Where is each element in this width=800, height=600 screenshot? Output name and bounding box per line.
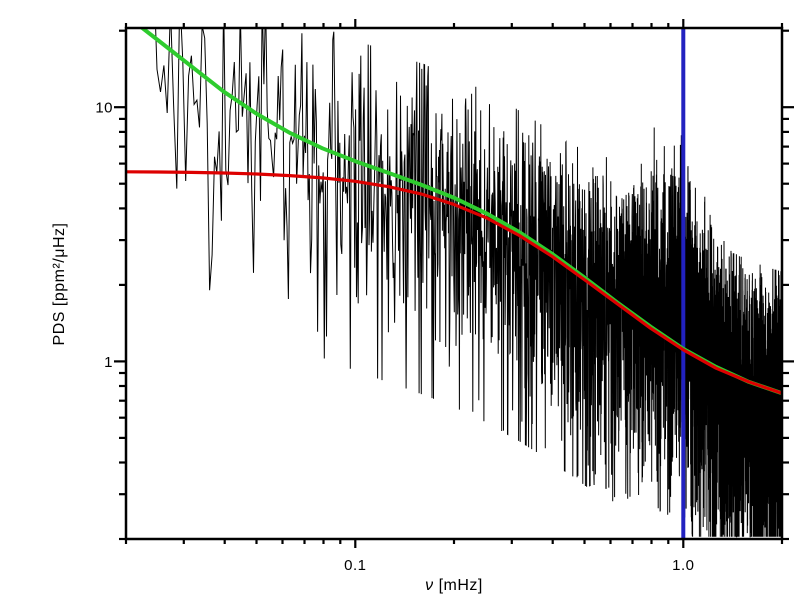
y-axis-tick-label: 1 [104,354,113,371]
fit-background-component-curve [126,170,782,395]
y-axis-tick-label: 10 [95,100,113,117]
x-axis-tick-label: 1.0 [672,557,694,574]
x-axis-title: ν [mHz] [425,577,483,594]
axis-ticks [114,19,794,548]
y-axis-title: PDS [ppm²/μHz] [51,223,68,346]
x-axis-tick-label: 0.1 [344,557,366,574]
